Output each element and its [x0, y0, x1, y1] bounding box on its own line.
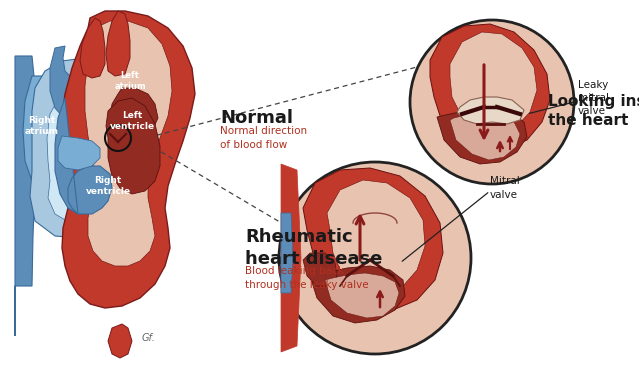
Polygon shape: [325, 273, 399, 318]
Text: Right
atrium: Right atrium: [25, 116, 59, 136]
Text: Mitral
valve: Mitral valve: [490, 176, 520, 199]
Polygon shape: [303, 168, 443, 310]
Text: Leaky
mitral
valve: Leaky mitral valve: [578, 80, 609, 116]
Text: Looking inside
the heart: Looking inside the heart: [548, 94, 639, 128]
Polygon shape: [50, 46, 78, 116]
Polygon shape: [430, 24, 550, 150]
Polygon shape: [85, 21, 172, 266]
Polygon shape: [310, 266, 405, 323]
Polygon shape: [281, 213, 293, 293]
Circle shape: [410, 20, 574, 184]
Text: Left
ventricle: Left ventricle: [109, 111, 155, 131]
Text: Rheumatic
heart disease: Rheumatic heart disease: [245, 228, 382, 268]
Polygon shape: [303, 253, 337, 286]
Polygon shape: [457, 97, 524, 124]
Polygon shape: [327, 180, 425, 293]
Polygon shape: [30, 58, 162, 238]
Polygon shape: [108, 324, 132, 358]
Polygon shape: [47, 84, 148, 226]
Text: Right
ventricle: Right ventricle: [86, 176, 130, 196]
Text: Blood leaking back
through the leaky valve: Blood leaking back through the leaky val…: [245, 266, 369, 290]
Text: Normal: Normal: [220, 109, 293, 127]
Text: Gf.: Gf.: [141, 333, 155, 343]
Polygon shape: [106, 98, 160, 194]
Polygon shape: [23, 76, 90, 191]
Polygon shape: [281, 164, 301, 352]
Polygon shape: [58, 136, 100, 170]
Text: Left
atrium: Left atrium: [114, 71, 146, 91]
Circle shape: [279, 162, 471, 354]
Polygon shape: [106, 11, 130, 76]
Polygon shape: [437, 108, 527, 164]
Polygon shape: [450, 32, 537, 134]
Polygon shape: [15, 56, 35, 336]
Polygon shape: [450, 114, 520, 160]
Text: Normal direction
of blood flow: Normal direction of blood flow: [220, 126, 307, 150]
Polygon shape: [80, 18, 105, 78]
Polygon shape: [110, 88, 158, 138]
Polygon shape: [55, 98, 112, 214]
Polygon shape: [62, 11, 195, 308]
